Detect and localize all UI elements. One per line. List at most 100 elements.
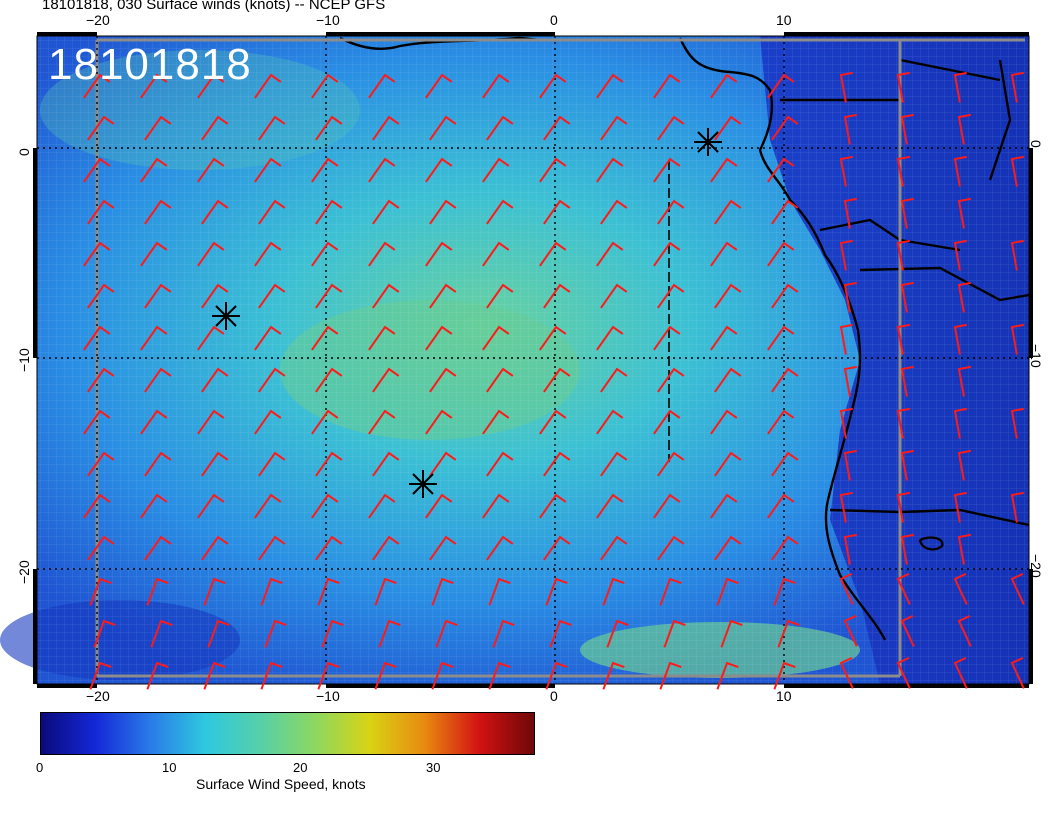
wind-barb — [140, 493, 168, 519]
wind-barb — [896, 71, 910, 103]
wind-barb — [311, 325, 339, 351]
wind-barb — [482, 241, 510, 267]
wind-barb — [657, 115, 685, 141]
wind-barb — [714, 115, 742, 141]
lon-tick-top: 10 — [776, 12, 792, 28]
colorbar-tick: 10 — [162, 760, 177, 775]
wind-barb — [653, 73, 681, 99]
wind-barb — [431, 577, 454, 606]
wind-barb — [900, 533, 914, 565]
wind-barb — [150, 619, 173, 648]
lat-tick-right: −10 — [1028, 344, 1044, 368]
wind-barb — [896, 407, 910, 439]
wind-barb — [839, 239, 853, 271]
wind-barb — [710, 157, 738, 183]
wind-barb — [311, 73, 339, 99]
wind-barbs — [83, 71, 1025, 690]
lon-tick-top: −10 — [316, 12, 340, 28]
wind-barb — [87, 115, 115, 141]
wind-barb — [657, 367, 685, 393]
wind-barb — [482, 157, 510, 183]
lon-tick-bottom: −20 — [86, 688, 110, 704]
wind-barb — [710, 325, 738, 351]
wind-barb — [425, 325, 453, 351]
wind-barb — [258, 535, 286, 561]
wind-barb — [435, 619, 458, 648]
wind-barb — [87, 367, 115, 393]
wind-barb — [486, 535, 514, 561]
wind-barb — [140, 325, 168, 351]
wind-barb — [425, 241, 453, 267]
frame-ticks — [33, 32, 1033, 688]
wind-barb — [374, 577, 397, 606]
wind-barb — [254, 73, 282, 99]
wind-barb — [315, 451, 343, 477]
wind-barb — [258, 367, 286, 393]
wind-barb — [545, 661, 568, 690]
wind-barb — [767, 241, 795, 267]
wind-barb — [83, 409, 111, 435]
wind-barb — [953, 572, 968, 605]
wind-barb — [482, 325, 510, 351]
wind-barb — [140, 157, 168, 183]
wind-barb — [368, 325, 396, 351]
wind-barb — [539, 73, 567, 99]
wind-barb — [311, 241, 339, 267]
wind-barb — [773, 661, 796, 690]
wind-barb — [1010, 572, 1025, 605]
wind-barb — [258, 115, 286, 141]
wind-barb — [839, 491, 853, 523]
wind-barb — [429, 283, 457, 309]
wind-barb — [146, 577, 169, 606]
wind-barb — [311, 409, 339, 435]
wind-barb — [254, 493, 282, 519]
asterisk-marker — [694, 128, 722, 156]
wind-barb — [201, 535, 229, 561]
wind-barb — [600, 451, 628, 477]
wind-barb — [839, 323, 853, 355]
wind-barb — [89, 577, 112, 606]
wind-barb — [953, 71, 967, 103]
wind-barb — [773, 577, 796, 606]
wind-barb — [900, 449, 914, 481]
wind-barb — [486, 451, 514, 477]
wind-barb — [254, 325, 282, 351]
wind-barb — [311, 157, 339, 183]
wind-barb — [144, 367, 172, 393]
wind-barb — [144, 115, 172, 141]
wind-barb — [201, 199, 229, 225]
wind-barb — [653, 325, 681, 351]
wind-barb — [429, 451, 457, 477]
wind-barb — [710, 493, 738, 519]
wind-barb — [600, 199, 628, 225]
wind-barb — [140, 409, 168, 435]
lat-lon-grid — [37, 36, 1029, 684]
wind-barb — [201, 451, 229, 477]
wind-barb — [368, 73, 396, 99]
wind-barb — [771, 115, 799, 141]
wind-barb — [539, 325, 567, 351]
wind-barb — [710, 241, 738, 267]
wind-barb — [317, 577, 340, 606]
lat-tick-right: 0 — [1028, 140, 1044, 148]
wind-barb — [482, 493, 510, 519]
wind-barb — [258, 199, 286, 225]
wind-barb — [896, 491, 910, 523]
wind-barb — [953, 155, 967, 187]
wind-barb — [83, 241, 111, 267]
wind-barb — [372, 535, 400, 561]
wind-barb — [549, 619, 572, 648]
wind-barb — [207, 619, 230, 648]
wind-barb — [425, 73, 453, 99]
wind-barb — [657, 535, 685, 561]
wind-barb — [767, 325, 795, 351]
wind-barb — [264, 619, 287, 648]
wind-barb — [425, 409, 453, 435]
wind-barb — [663, 619, 686, 648]
wind-barb — [539, 157, 567, 183]
wind-barb — [83, 73, 111, 99]
wind-barb — [900, 113, 914, 145]
wind-barb — [657, 283, 685, 309]
date-label: 18101818 — [48, 40, 252, 89]
wind-barb — [953, 239, 967, 271]
